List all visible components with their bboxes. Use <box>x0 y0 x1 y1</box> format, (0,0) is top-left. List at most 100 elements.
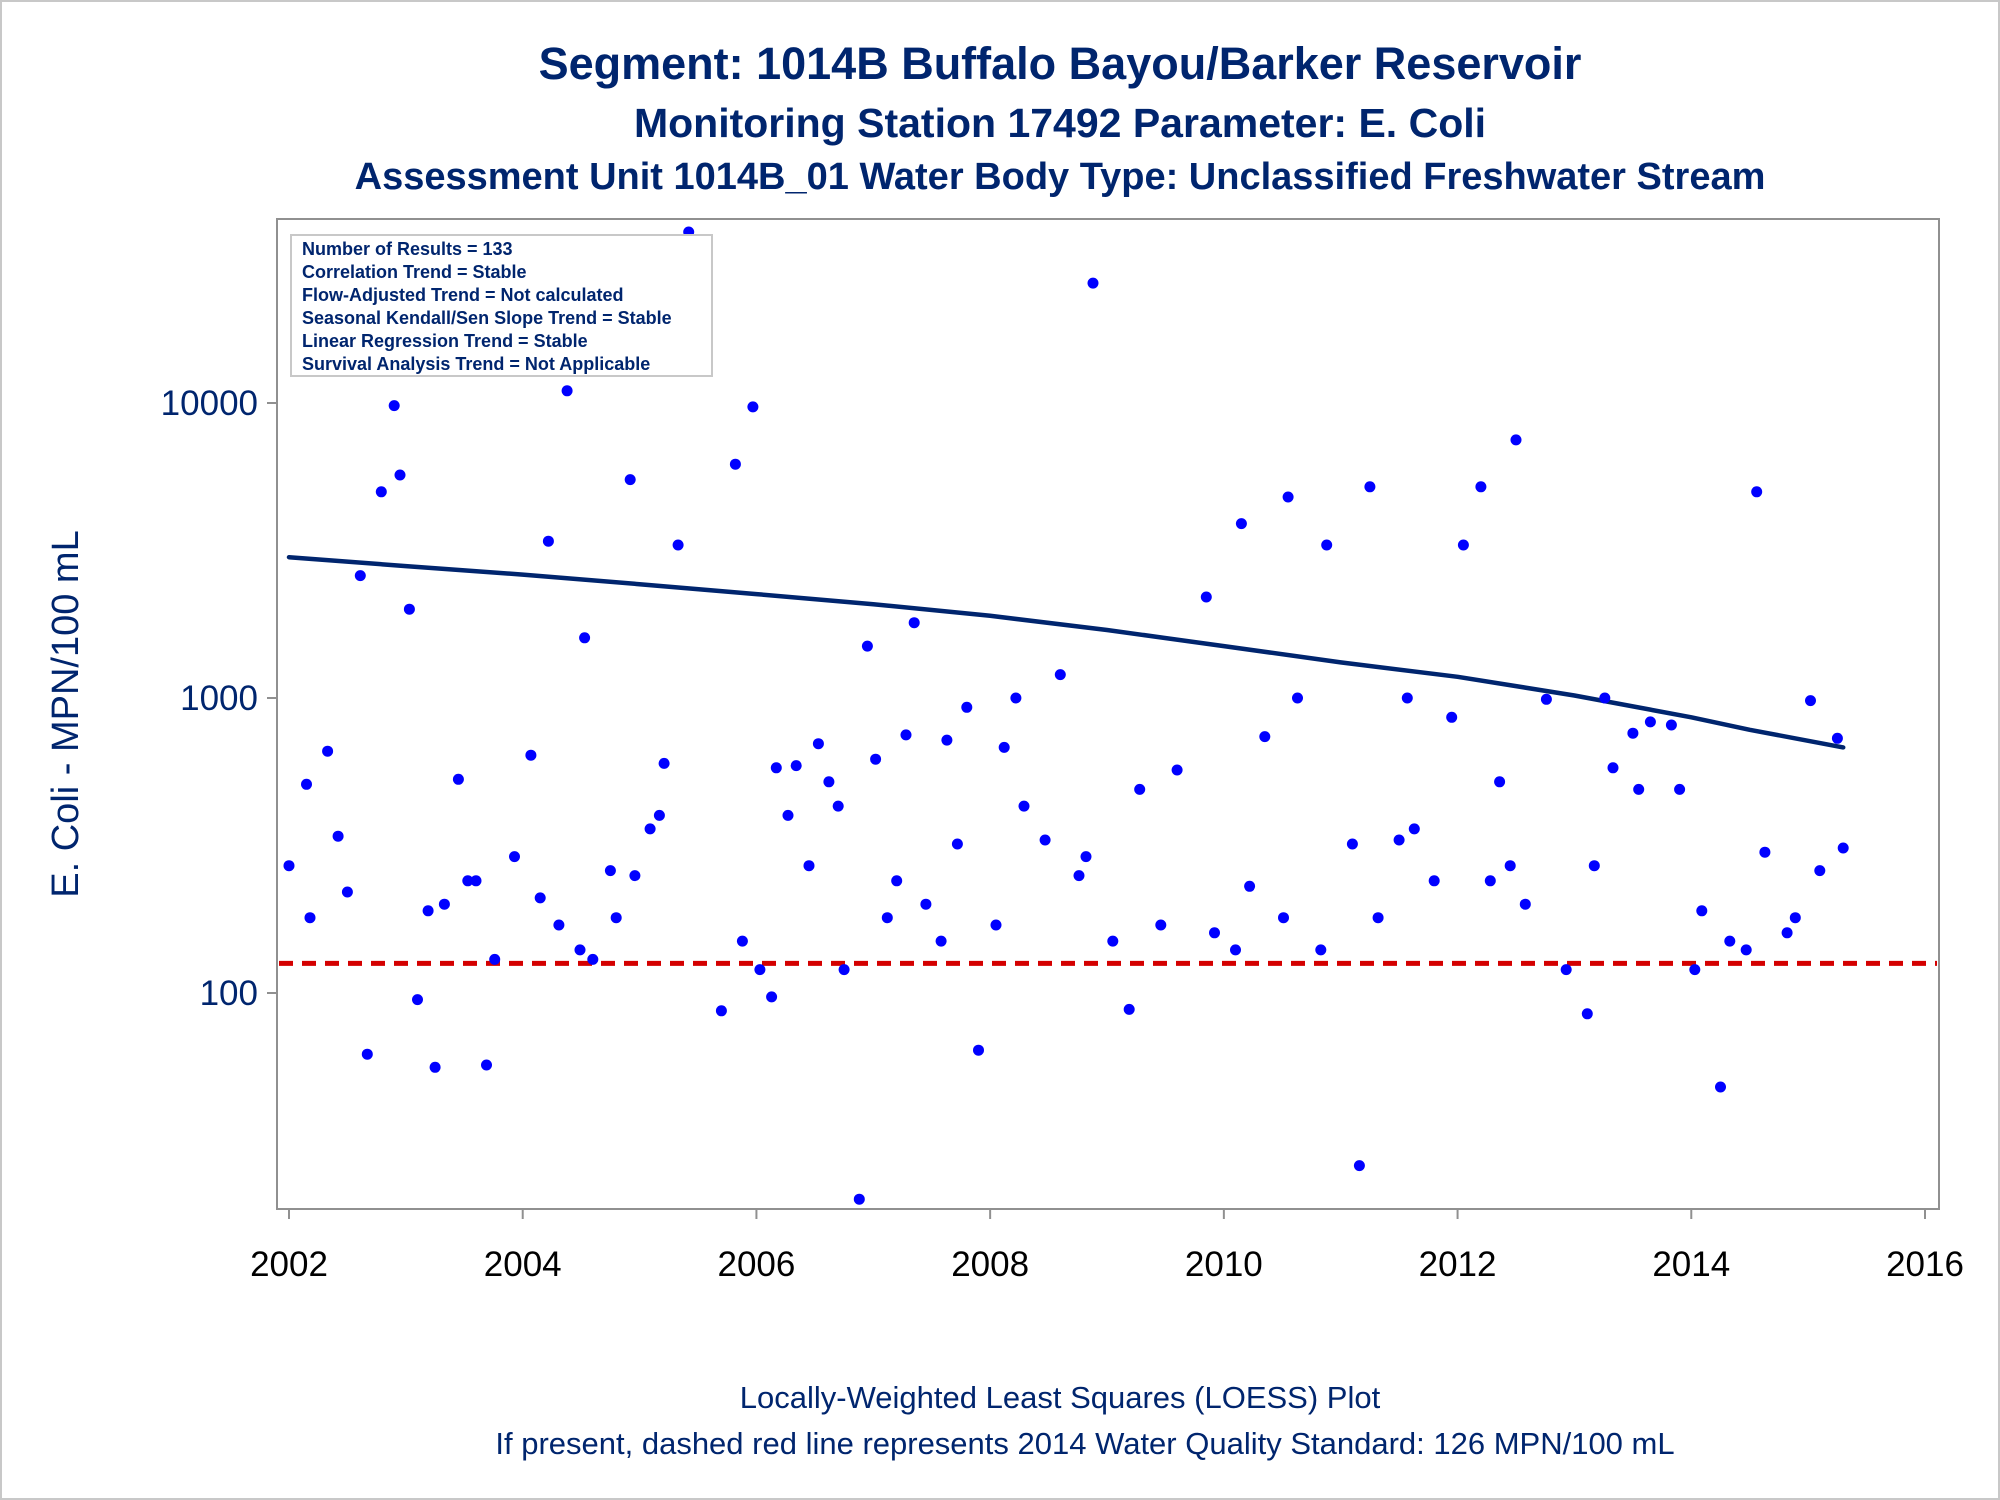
stats-line: Number of Results = 133 <box>302 239 513 259</box>
data-point <box>509 851 520 863</box>
data-point <box>1315 944 1327 956</box>
data-point <box>790 760 802 772</box>
stats-box-background <box>290 234 713 377</box>
data-point <box>832 800 844 812</box>
data-point <box>1428 875 1440 887</box>
data-point <box>658 757 670 769</box>
x-tick-label: 2004 <box>484 1245 562 1284</box>
data-point <box>452 773 464 785</box>
data-point <box>998 741 1010 753</box>
data-point <box>766 991 778 1003</box>
data-point <box>1674 783 1686 795</box>
data-point <box>1155 919 1167 931</box>
data-point <box>1759 846 1771 858</box>
data-point <box>1080 851 1092 863</box>
x-tick-label: 2002 <box>250 1245 328 1284</box>
data-point <box>388 400 400 412</box>
data-point <box>1805 695 1816 707</box>
data-point <box>462 875 474 887</box>
footnote-loess: Locally-Weighted Least Squares (LOESS) P… <box>739 1380 1381 1415</box>
data-point <box>736 935 748 947</box>
data-point <box>332 830 344 842</box>
data-point <box>587 953 599 965</box>
data-point <box>304 912 316 924</box>
x-tick-label: 2010 <box>1185 1245 1263 1284</box>
data-point <box>853 1193 865 1205</box>
data-point <box>1235 518 1247 530</box>
data-point <box>1540 693 1552 705</box>
data-point <box>1696 905 1708 917</box>
data-point <box>900 729 912 741</box>
data-point <box>1107 935 1119 947</box>
data-point <box>1073 870 1085 882</box>
data-point <box>1644 716 1656 728</box>
data-point <box>1560 964 1572 976</box>
data-point <box>973 1044 984 1056</box>
data-point <box>1282 491 1294 503</box>
data-point <box>1781 927 1793 939</box>
data-point <box>1599 692 1611 704</box>
data-point <box>574 944 586 956</box>
data-point <box>1831 732 1843 744</box>
data-point <box>341 886 353 898</box>
data-point <box>1627 727 1639 739</box>
data-point <box>1607 762 1619 774</box>
data-point <box>624 474 636 486</box>
chart-subtitle-2: Assessment Unit 1014B_01 Water Body Type… <box>354 156 1766 198</box>
data-point <box>1751 486 1763 498</box>
data-point <box>715 1005 727 1017</box>
data-point <box>1837 842 1849 854</box>
plot-area <box>276 218 1940 1210</box>
data-point <box>438 898 450 910</box>
data-point <box>1171 764 1183 776</box>
data-point <box>1364 481 1376 493</box>
data-point <box>803 860 815 872</box>
data-point <box>1292 692 1303 704</box>
data-point <box>891 875 903 887</box>
footnote-standard: If present, dashed red line represents 2… <box>495 1426 1675 1461</box>
y-axis: 100 1000 10000 <box>161 384 277 1013</box>
x-tick-label: 2006 <box>717 1245 795 1284</box>
data-point <box>361 1048 373 1060</box>
data-point <box>1446 711 1458 723</box>
data-point <box>629 870 641 882</box>
data-point <box>1321 539 1333 551</box>
data-point <box>823 776 835 788</box>
data-point <box>403 603 415 615</box>
data-point <box>782 809 794 821</box>
x-tick-label: 2012 <box>1419 1245 1497 1284</box>
data-point <box>1581 1008 1593 1020</box>
data-point <box>1393 834 1405 846</box>
stats-line: Linear Regression Trend = Stable <box>302 331 588 351</box>
data-point <box>961 701 973 713</box>
data-point <box>1510 434 1522 446</box>
data-point <box>1457 539 1469 551</box>
data-point <box>1484 875 1496 887</box>
data-point <box>354 570 366 582</box>
x-tick-label: 2016 <box>1886 1245 1964 1284</box>
data-point <box>542 535 554 547</box>
data-point <box>1633 783 1645 795</box>
data-point <box>672 539 684 551</box>
data-point <box>481 1059 492 1071</box>
data-point <box>812 738 824 750</box>
data-point <box>1588 860 1600 872</box>
stats-line: Survival Analysis Trend = Not Applicable <box>302 354 650 374</box>
data-point <box>861 640 873 652</box>
data-point <box>1087 277 1099 289</box>
data-point <box>604 865 616 877</box>
data-point <box>1209 927 1220 939</box>
x-tick-label: 2014 <box>1652 1245 1730 1284</box>
data-point <box>489 953 501 965</box>
data-point <box>1346 838 1358 850</box>
data-point <box>1519 898 1531 910</box>
data-point <box>375 486 387 498</box>
data-point <box>412 994 423 1006</box>
data-point <box>908 617 920 629</box>
data-point <box>1408 823 1420 835</box>
stats-line: Seasonal Kendall/Sen Slope Trend = Stabl… <box>302 308 672 328</box>
data-point <box>1010 692 1022 704</box>
data-point <box>1494 776 1506 788</box>
data-point <box>394 469 406 481</box>
